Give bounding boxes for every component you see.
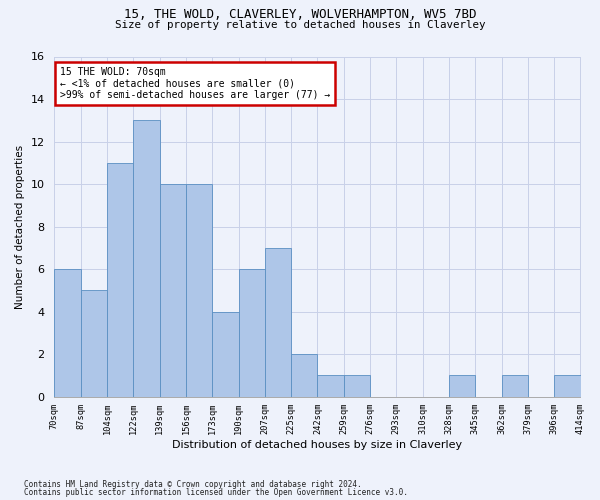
Text: Contains public sector information licensed under the Open Government Licence v3: Contains public sector information licen… bbox=[24, 488, 408, 497]
Bar bbox=[265, 248, 291, 396]
Bar bbox=[554, 376, 581, 396]
Text: Size of property relative to detached houses in Claverley: Size of property relative to detached ho… bbox=[115, 20, 485, 30]
Bar bbox=[344, 376, 370, 396]
Y-axis label: Number of detached properties: Number of detached properties bbox=[15, 144, 25, 308]
Bar bbox=[133, 120, 160, 396]
Bar bbox=[55, 269, 81, 396]
Text: Contains HM Land Registry data © Crown copyright and database right 2024.: Contains HM Land Registry data © Crown c… bbox=[24, 480, 362, 489]
Bar bbox=[317, 376, 344, 396]
Bar bbox=[291, 354, 317, 397]
Bar bbox=[502, 376, 528, 396]
Bar bbox=[160, 184, 186, 396]
Bar bbox=[212, 312, 239, 396]
Bar bbox=[107, 163, 133, 396]
Text: 15, THE WOLD, CLAVERLEY, WOLVERHAMPTON, WV5 7BD: 15, THE WOLD, CLAVERLEY, WOLVERHAMPTON, … bbox=[124, 8, 476, 20]
Bar bbox=[239, 269, 265, 396]
Bar bbox=[449, 376, 475, 396]
Text: 15 THE WOLD: 70sqm
← <1% of detached houses are smaller (0)
>99% of semi-detache: 15 THE WOLD: 70sqm ← <1% of detached hou… bbox=[59, 66, 330, 100]
Bar bbox=[186, 184, 212, 396]
Bar bbox=[81, 290, 107, 397]
X-axis label: Distribution of detached houses by size in Claverley: Distribution of detached houses by size … bbox=[172, 440, 463, 450]
